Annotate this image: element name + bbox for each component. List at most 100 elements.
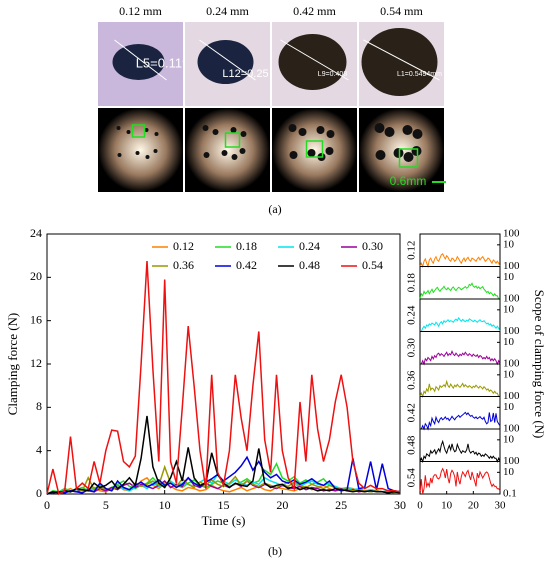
y-axis-label: Clamping force (N) — [5, 313, 20, 416]
grain — [154, 132, 159, 136]
grain — [325, 147, 334, 155]
panel-line — [420, 349, 501, 366]
y2-tick-label: 10 — [503, 303, 515, 315]
grain — [289, 151, 298, 159]
grain — [402, 125, 413, 135]
highlight-box — [224, 132, 241, 148]
grain — [221, 150, 228, 156]
scale-bar-label: 0.6mm — [390, 174, 427, 188]
column-label: 0.12 mm — [119, 4, 162, 18]
panel-label: 0.18 — [406, 273, 418, 293]
panel-line — [420, 411, 501, 431]
x-tick-label: 10 — [441, 500, 453, 512]
measure-line — [114, 39, 167, 81]
panel-label: 0.24 — [406, 305, 418, 325]
x-tick-label: 20 — [468, 500, 480, 512]
grain — [126, 130, 131, 134]
grain — [135, 151, 140, 155]
grain — [212, 129, 219, 135]
particle — [361, 28, 438, 96]
y2-tick-label: 100 — [503, 228, 520, 240]
y2-axis-label: Scope of clamping force (N) — [532, 290, 547, 439]
grain — [403, 152, 414, 162]
highlight-box — [131, 124, 146, 138]
field-image — [272, 108, 357, 192]
x-tick-label: 10 — [159, 498, 171, 512]
grain — [307, 149, 316, 157]
particle — [278, 34, 347, 90]
y-tick-label: 20 — [30, 269, 42, 283]
grain — [288, 124, 297, 132]
grain — [375, 150, 386, 160]
x-tick-label: 30 — [394, 498, 406, 512]
measure-line — [363, 39, 440, 81]
grain — [239, 148, 246, 154]
y2-tick-label: 100 — [503, 358, 520, 370]
grain — [202, 125, 209, 131]
y-tick-label: 0 — [36, 486, 42, 500]
x-tick-label: 20 — [276, 498, 288, 512]
x-tick-label: 0 — [417, 500, 423, 512]
panel-frame — [419, 396, 501, 430]
x-tick-label: 0 — [44, 498, 50, 512]
legend-label: 0.18 — [236, 239, 257, 253]
legend-label: 0.42 — [236, 258, 257, 272]
grain — [117, 153, 122, 157]
panel-label: 0.30 — [406, 338, 418, 358]
grain — [374, 123, 385, 133]
legend-label: 0.12 — [173, 239, 194, 253]
y-tick-label: 24 — [30, 226, 42, 240]
grain — [384, 127, 395, 137]
panel-line — [419, 439, 501, 464]
particle — [112, 44, 165, 80]
grain — [230, 127, 237, 133]
legend-label: 0.24 — [299, 239, 320, 253]
y2-tick-label: 10 — [503, 368, 515, 380]
measurement: L12=0.25 — [222, 68, 268, 80]
grain — [298, 128, 307, 136]
x-tick-label: 30 — [495, 500, 507, 512]
series-line — [46, 261, 401, 496]
measurement: L9=0.408 — [318, 71, 347, 78]
y2-tick-label: 10 — [503, 336, 515, 348]
column-label: 0.54 mm — [380, 4, 423, 18]
y-tick-label: 4 — [36, 442, 42, 456]
column-label: 0.42 mm — [293, 4, 336, 18]
measurement: L5=0.119 — [136, 55, 190, 70]
panel-frame — [419, 461, 501, 495]
y2-tick-label: 100 — [503, 293, 520, 305]
x-tick-label: 25 — [335, 498, 347, 512]
panel-label: 0.36 — [406, 370, 418, 390]
y-tick-label: 8 — [36, 399, 42, 413]
panel-label: 0.12 — [406, 241, 418, 260]
x-tick-label: 15 — [218, 498, 230, 512]
grain — [411, 146, 422, 156]
caption: (b) — [268, 544, 282, 558]
panel-line — [419, 282, 500, 300]
measure-line — [199, 39, 256, 81]
legend-label: 0.30 — [362, 239, 383, 253]
y2-tick-label: 10 — [503, 466, 515, 478]
y2-tick-label: 100 — [503, 455, 520, 467]
grain — [412, 129, 423, 139]
caption: (a) — [268, 202, 281, 216]
panel-line — [419, 253, 501, 269]
y2-tick-label: 100 — [503, 390, 520, 402]
grain — [316, 126, 325, 134]
panel-label: 0.42 — [406, 403, 418, 422]
y2-tick-label: 10 — [503, 401, 515, 413]
measure-line — [280, 39, 349, 81]
y-tick-label: 16 — [30, 312, 42, 326]
grain — [231, 154, 238, 160]
highlight-box — [305, 140, 324, 158]
grain — [144, 128, 149, 132]
y2-tick-label: 100 — [503, 325, 520, 337]
y2-tick-label: 10 — [503, 238, 515, 250]
panel-line — [419, 379, 500, 399]
panel-line — [420, 316, 501, 332]
panel-label: 0.48 — [406, 435, 418, 455]
grain — [326, 130, 335, 138]
legend-label: 0.54 — [362, 258, 383, 272]
grain — [240, 131, 247, 137]
